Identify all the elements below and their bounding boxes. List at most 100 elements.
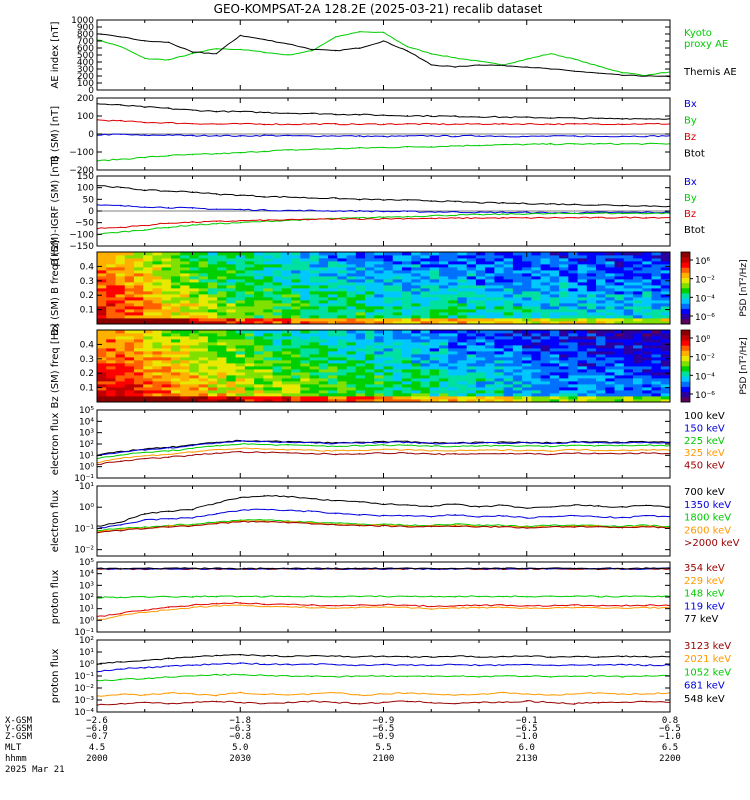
heatmap-cell — [180, 339, 190, 343]
heatmap-cell — [97, 384, 107, 388]
series-line — [96, 142, 671, 162]
heatmap-cell — [235, 339, 246, 343]
heatmap-cell — [485, 399, 495, 403]
heatmap-cell — [540, 312, 551, 316]
heatmap-cell — [124, 312, 135, 316]
heatmap-cell — [189, 333, 200, 337]
heatmap-cell — [448, 396, 458, 400]
heatmap-cell — [383, 336, 394, 340]
ephemeris-value: 4.5 — [89, 743, 105, 753]
heatmap-cell — [254, 288, 264, 292]
heatmap-cell — [207, 369, 218, 373]
data-point — [239, 662, 241, 665]
heatmap-cell — [346, 312, 357, 316]
heatmap-cell — [614, 399, 625, 403]
heatmap-cell — [420, 276, 431, 280]
heatmap-cell — [328, 357, 338, 361]
heatmap-cell — [448, 351, 458, 355]
heatmap-cell — [512, 390, 523, 394]
heatmap-cell — [457, 342, 468, 346]
heatmap-cell — [143, 390, 153, 394]
series-1052-kev — [96, 673, 671, 682]
heatmap-cell — [605, 321, 615, 325]
heatmap-cell — [494, 264, 505, 268]
legend-entry: Bx — [684, 177, 697, 188]
heatmap-cell — [549, 303, 560, 307]
data-point — [191, 596, 194, 598]
heatmap-cell — [596, 342, 606, 346]
heatmap-cell — [549, 267, 560, 271]
heatmap-cell — [309, 264, 320, 268]
heatmap-cell — [309, 357, 320, 361]
colorbar-tick-label: 10⁰ — [695, 335, 710, 345]
heatmap-cell — [485, 315, 495, 319]
heatmap-cell — [420, 348, 431, 352]
heatmap-cell — [411, 291, 421, 295]
heatmap-cell — [485, 255, 495, 259]
data-point — [287, 196, 289, 198]
heatmap-cell — [374, 309, 384, 313]
heatmap-cell — [420, 318, 431, 322]
heatmap-cell — [522, 279, 532, 283]
data-point — [120, 529, 122, 532]
heatmap-cell — [309, 399, 320, 403]
data-point — [621, 71, 623, 74]
heatmap-cell — [170, 396, 181, 400]
heatmap-cell — [106, 390, 116, 394]
heatmap-cell — [346, 363, 357, 367]
heatmap-cell — [365, 357, 375, 361]
heatmap-cell — [355, 291, 366, 295]
heatmap-cell — [503, 300, 514, 304]
heatmap-cell — [346, 396, 357, 400]
heatmap-cell — [494, 300, 505, 304]
heatmap-cell — [328, 339, 338, 343]
heatmap-cell — [365, 258, 375, 262]
heatmap-cell — [503, 270, 514, 274]
data-point — [526, 445, 528, 447]
heatmap-cell — [300, 342, 310, 346]
heatmap-cell — [494, 336, 505, 340]
data-point — [359, 703, 361, 705]
y-axis-label: proton flux — [50, 649, 61, 704]
heatmap-cell — [411, 384, 421, 388]
heatmap-cell — [512, 357, 523, 361]
heatmap-cell — [660, 258, 671, 262]
legend-entry: 150 keV — [684, 423, 725, 434]
heatmap-cell — [115, 255, 126, 259]
heatmap-cell — [346, 318, 357, 322]
heatmap-cell — [531, 288, 542, 292]
heatmap-cell — [577, 261, 588, 265]
heatmap-cell — [522, 276, 532, 280]
heatmap-cell — [291, 348, 301, 352]
heatmap-cell — [392, 390, 403, 394]
heatmap-cell — [475, 360, 486, 364]
heatmap-cell — [133, 279, 144, 283]
heatmap-cell — [485, 390, 495, 394]
heatmap-cell — [429, 255, 440, 259]
heatmap-cell — [328, 261, 338, 265]
heatmap-cell — [217, 297, 227, 301]
heatmap-cell — [383, 303, 394, 307]
heatmap-cell — [494, 384, 505, 388]
heatmap-cell — [170, 255, 181, 259]
heatmap-cell — [374, 375, 384, 379]
heatmap-cell — [235, 279, 246, 283]
heatmap-cell — [596, 312, 606, 316]
heatmap-cell — [133, 393, 144, 397]
heatmap-cell — [596, 390, 606, 394]
colorbar-tick-label: 10⁻² — [695, 276, 715, 286]
heatmap-cell — [623, 276, 634, 280]
heatmap-cell — [642, 285, 652, 289]
heatmap-cell — [161, 396, 172, 400]
data-point — [550, 694, 552, 696]
heatmap-cell — [485, 264, 495, 268]
heatmap-cell — [614, 291, 625, 295]
data-point — [239, 123, 241, 125]
data-point — [430, 701, 432, 704]
heatmap-cell — [466, 273, 477, 277]
heatmap-cell — [161, 279, 172, 283]
y-tick-label: 50 — [83, 195, 95, 205]
heatmap-cell — [531, 282, 542, 286]
heatmap-cell — [180, 375, 190, 379]
data-point — [430, 505, 432, 507]
